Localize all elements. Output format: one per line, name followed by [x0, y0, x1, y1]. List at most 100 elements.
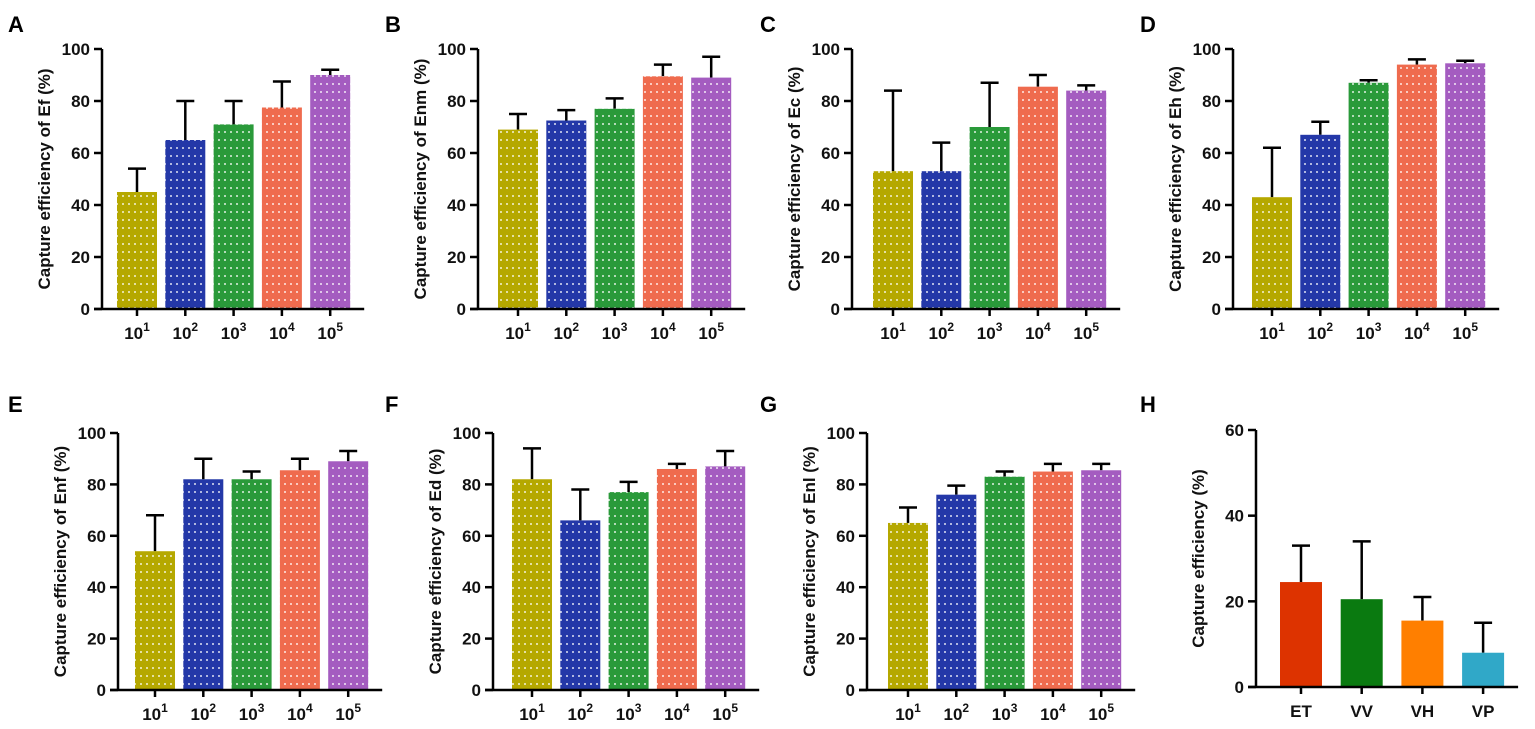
- bar: [498, 129, 538, 309]
- y-tick-label: 80: [821, 92, 840, 111]
- y-axis-label: Capture efficiency of Eh (%): [1166, 66, 1185, 292]
- y-tick-label: 100: [78, 424, 106, 443]
- tick-exponent: 5: [731, 701, 738, 715]
- x-tick-label: 102: [928, 320, 954, 343]
- panel-letter: B: [385, 12, 401, 37]
- x-tick-label: 105: [1088, 701, 1114, 724]
- y-tick-label: 20: [1202, 248, 1221, 267]
- x-tick-label: 104: [269, 320, 295, 343]
- x-tick-label: 103: [977, 320, 1003, 343]
- y-tick-label: 80: [447, 92, 466, 111]
- x-tick-label: 105: [1452, 320, 1478, 343]
- bar: [165, 140, 206, 309]
- x-tick-label: 102: [172, 320, 198, 343]
- tick-base: 10: [239, 705, 258, 724]
- tick-base: 10: [1259, 324, 1278, 343]
- y-tick-label: 40: [836, 578, 855, 597]
- bar: [310, 75, 351, 309]
- tick-base: 10: [1088, 705, 1107, 724]
- y-tick-label: 80: [836, 475, 855, 494]
- bar: [1445, 63, 1486, 309]
- tick-base: 10: [221, 324, 240, 343]
- tick-exponent: 2: [947, 320, 954, 334]
- y-tick-label: 0: [457, 300, 466, 319]
- bar: [213, 124, 254, 310]
- tick-exponent: 1: [1278, 320, 1285, 334]
- bar: [1081, 470, 1122, 690]
- x-tick-label: 105: [317, 320, 343, 343]
- x-tick-label: 104: [1040, 701, 1066, 724]
- tick-exponent: 1: [538, 701, 545, 715]
- x-tick-label: 101: [142, 701, 168, 724]
- y-tick-label: 100: [812, 40, 840, 59]
- tick-base: 10: [928, 324, 947, 343]
- bar: [546, 120, 587, 309]
- bar: [691, 77, 732, 309]
- bar: [279, 470, 320, 690]
- tick-base: 10: [1040, 705, 1059, 724]
- tick-base: 10: [650, 324, 669, 343]
- y-tick-label: 60: [462, 527, 481, 546]
- x-tick-label: 103: [221, 320, 247, 343]
- y-tick-label: 20: [71, 248, 90, 267]
- bar: [1462, 652, 1505, 687]
- y-tick-label: 80: [1202, 92, 1221, 111]
- x-tick-label: 102: [943, 701, 969, 724]
- bar: [1032, 471, 1073, 690]
- tick-base: 10: [664, 705, 683, 724]
- tick-exponent: 1: [899, 320, 906, 334]
- x-tick-label: 104: [1025, 320, 1051, 343]
- tick-exponent: 3: [240, 320, 247, 334]
- x-tick-label: 102: [553, 320, 579, 343]
- bar: [1348, 82, 1389, 309]
- x-tick-label: 101: [124, 320, 150, 343]
- tick-base: 10: [269, 324, 288, 343]
- bar: [608, 492, 649, 690]
- tick-base: 10: [124, 324, 143, 343]
- y-tick-label: 0: [81, 300, 90, 319]
- tick-exponent: 4: [1044, 320, 1051, 334]
- tick-base: 10: [895, 705, 914, 724]
- tick-base: 10: [317, 324, 336, 343]
- y-tick-label: 40: [447, 196, 466, 215]
- tick-exponent: 4: [288, 320, 295, 334]
- x-tick-label: 103: [616, 701, 642, 724]
- tick-base: 10: [553, 324, 572, 343]
- panel-letter: D: [1140, 12, 1156, 37]
- y-tick-label: 40: [821, 196, 840, 215]
- panel-letter: E: [8, 392, 23, 417]
- y-tick-label: 80: [462, 475, 481, 494]
- tick-base: 10: [992, 705, 1011, 724]
- tick-exponent: 3: [621, 320, 628, 334]
- tick-base: 10: [335, 705, 354, 724]
- tick-base: 10: [519, 705, 538, 724]
- bar: [984, 476, 1025, 690]
- y-axis-label: Capture efficiency of Ef (%): [35, 68, 54, 289]
- tick-base: 10: [287, 705, 306, 724]
- bar: [512, 479, 552, 690]
- y-tick-label: 40: [87, 578, 106, 597]
- tick-base: 10: [616, 705, 635, 724]
- bar: [328, 461, 369, 690]
- y-tick-label: 40: [1202, 196, 1221, 215]
- y-tick-label: 80: [71, 92, 90, 111]
- x-tick-label: 105: [712, 701, 738, 724]
- x-tick-label: 101: [505, 320, 531, 343]
- x-tick-label: 103: [239, 701, 265, 724]
- bar: [117, 192, 157, 309]
- tick-base: 10: [142, 705, 161, 724]
- y-tick-label: 20: [836, 630, 855, 649]
- bar: [936, 494, 977, 690]
- x-tick-label: 104: [1404, 320, 1430, 343]
- y-tick-label: 20: [1225, 592, 1244, 611]
- x-tick-label: 104: [664, 701, 690, 724]
- tick-exponent: 3: [996, 320, 1003, 334]
- y-tick-label: 60: [87, 527, 106, 546]
- y-tick-label: 60: [1225, 421, 1244, 440]
- tick-exponent: 4: [1423, 320, 1430, 334]
- y-tick-label: 40: [1225, 507, 1244, 526]
